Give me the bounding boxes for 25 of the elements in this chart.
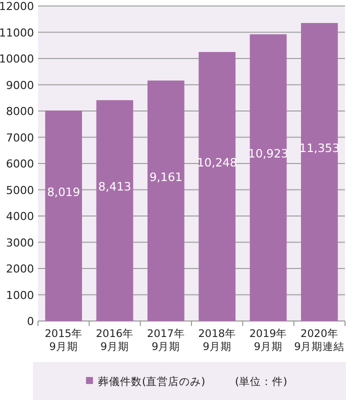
y-tick-label: 6000 [6, 158, 34, 170]
x-tick-label: 2020年 9月期連結 [294, 328, 345, 353]
text: 8,019 [47, 184, 80, 199]
y-tick-label: 3000 [6, 236, 34, 250]
x-tick-label: 2017年 9月期 [147, 328, 185, 353]
text: 8,413 [98, 180, 132, 194]
y-tick-label: 1000 [6, 288, 34, 302]
y-tick-label: 2000 [6, 262, 34, 276]
x-tick-label: 2016年 9月期 [96, 328, 134, 353]
y-tick-label: 10000 [0, 52, 34, 66]
legend-label: 葬儀件数(直営店のみ) [98, 375, 206, 388]
y-tick-label: 4000 [6, 210, 34, 223]
y-tick-label: 0 [27, 315, 34, 328]
text: (単位：件) [235, 376, 288, 388]
y-tick-label: 5000 [6, 184, 34, 197]
text: 9,161 [149, 170, 182, 184]
x-tick-label: 2015年 9月期 [44, 328, 82, 353]
x-tick-label: 2018年 9月期 [198, 328, 236, 353]
text: 10,248 [196, 155, 238, 170]
y-tick-label: 7000 [6, 131, 34, 144]
y-tick-label: 12000 [0, 0, 34, 13]
y-tick-label: 8000 [6, 105, 34, 118]
y-tick-label: 9000 [6, 78, 34, 92]
x-tick-label: 2019年 9月期 [249, 328, 288, 353]
y-tick-label: 11000 [0, 26, 34, 40]
